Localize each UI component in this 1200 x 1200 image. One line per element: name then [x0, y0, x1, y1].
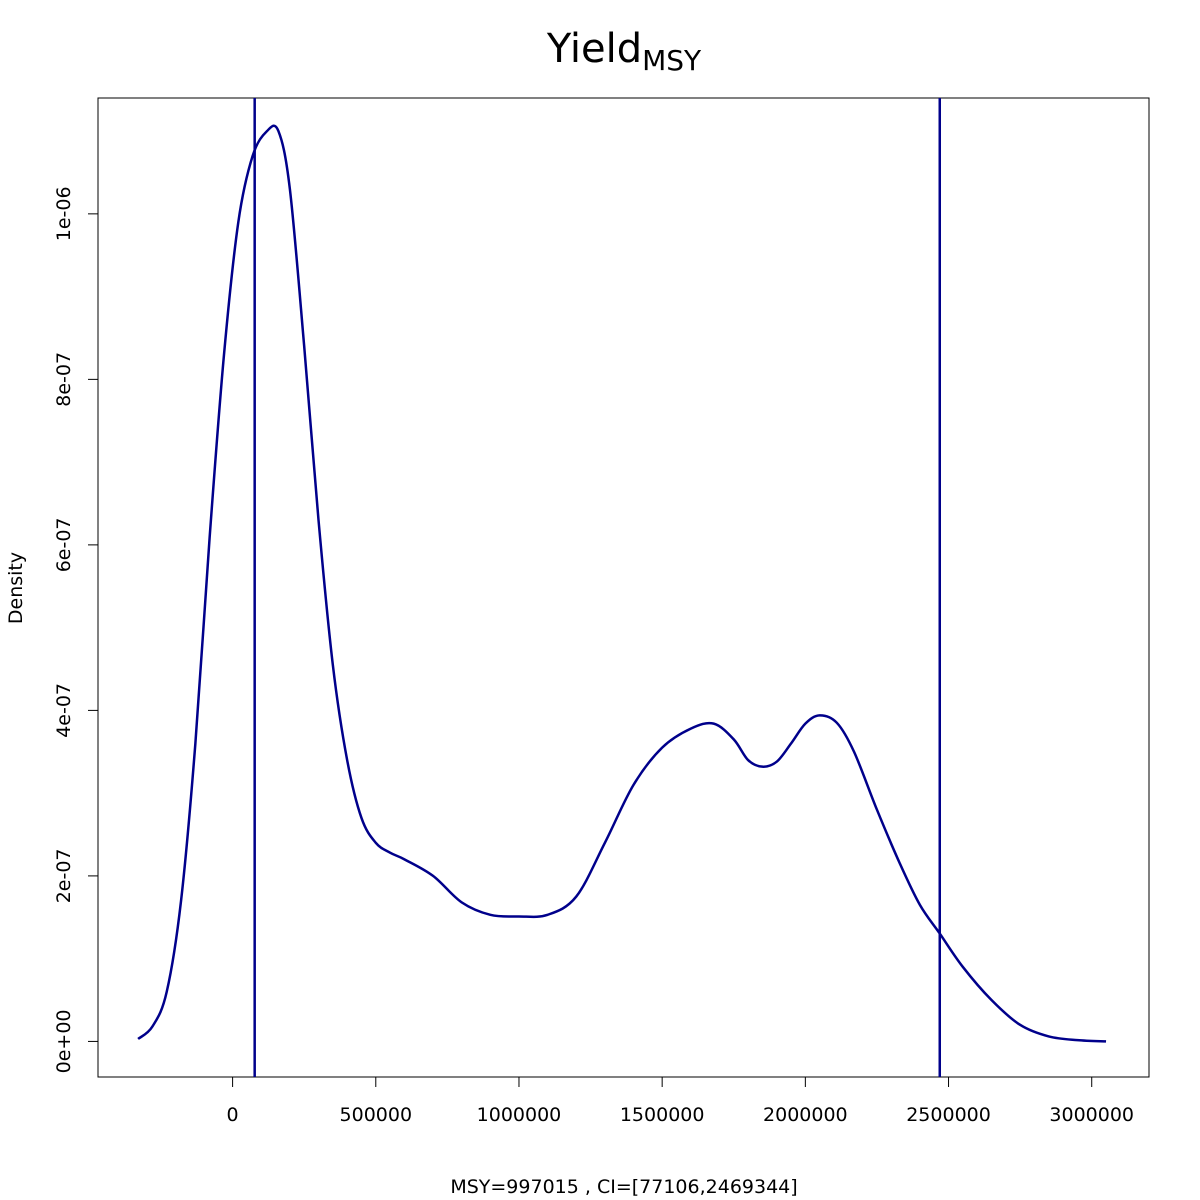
density-curve: [137, 124, 1107, 1043]
y-tick-label: 6e-07: [53, 517, 75, 572]
chart-title-subscript: MSY: [642, 44, 702, 77]
x-tick-label: 500000: [340, 1104, 413, 1126]
x-tick-label: 1000000: [477, 1104, 562, 1126]
y-tick-label: 8e-07: [53, 352, 75, 407]
x-tick-label: 1500000: [620, 1104, 705, 1126]
y-axis-title: Density: [5, 552, 27, 624]
y-tick-label: 4e-07: [53, 683, 75, 738]
y-tick-label: 1e-06: [53, 186, 75, 241]
x-tick-label: 2500000: [906, 1104, 991, 1126]
chart-title-main: Yield: [546, 26, 642, 72]
chart-title: YieldMSY: [546, 26, 702, 77]
y-tick-label: 2e-07: [53, 848, 75, 903]
plot-frame: [97, 97, 1150, 1078]
x-tick-label: 0: [227, 1104, 239, 1126]
ci-lines: [253, 98, 942, 1077]
x-tick-label: 2000000: [763, 1104, 848, 1126]
x-tick-label: 3000000: [1049, 1104, 1134, 1126]
y-tick-label: 0e+00: [53, 1009, 75, 1073]
x-axis: 0 500000 1000000 1500000 2000000 2500000 30000…: [227, 1077, 1134, 1126]
x-axis-title: MSY=997015 , CI=[77106,2469344]: [450, 1176, 797, 1198]
y-axis: 0e+00 2e-07 4e-07 6e-07 8e-07 1e-06: [53, 186, 98, 1073]
